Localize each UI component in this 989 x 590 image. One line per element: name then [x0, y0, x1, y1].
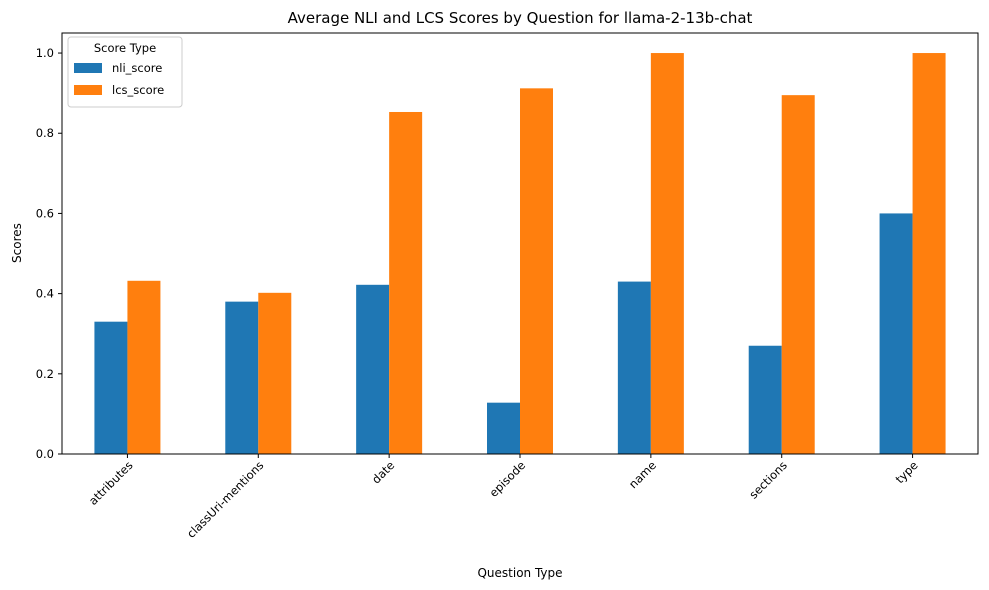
bar-nli_score-type — [879, 213, 913, 454]
y-tick-label: 0.6 — [36, 206, 54, 220]
y-tick-label: 0.2 — [36, 367, 54, 381]
bar-lcs_score-attributes — [127, 280, 161, 454]
legend-swatch-lcs — [74, 85, 102, 95]
legend-label-nli: nli_score — [112, 61, 162, 75]
y-axis: 0.0 0.2 0.4 0.6 0.8 1.0 — [36, 46, 62, 461]
x-tick-label: date — [369, 458, 397, 486]
x-tick-label: classUri-mentions — [184, 458, 266, 540]
x-tick-label: type — [893, 458, 921, 486]
bar-lcs_score-date — [389, 111, 423, 455]
bar-nli_score-sections — [748, 345, 782, 454]
legend-title: Score Type — [94, 41, 156, 55]
y-axis-label: Scores — [10, 223, 24, 263]
x-axis-label: Question Type — [477, 566, 562, 580]
y-tick-label: 0.4 — [36, 287, 54, 301]
bar-nli_score-name — [617, 281, 651, 454]
x-axis: attributes classUri-mentions date episode na… — [86, 454, 921, 541]
bar-lcs_score-episode — [520, 88, 553, 455]
y-tick-label: 0.0 — [36, 447, 54, 461]
x-tick-label: sections — [746, 458, 789, 501]
y-tick-label: 0.8 — [36, 126, 54, 140]
chart-title: Average NLI and LCS Scores by Question f… — [288, 9, 753, 27]
bar-nli_score-episode — [487, 402, 520, 454]
legend: Score Type nli_score lcs_score — [67, 36, 183, 108]
plot-area — [61, 32, 979, 455]
legend-label-lcs: lcs_score — [112, 83, 164, 97]
x-tick-label: episode — [486, 458, 528, 500]
bar-lcs_score-classUri-mentions — [258, 292, 292, 454]
x-tick-label: attributes — [86, 458, 136, 508]
legend-swatch-nli — [74, 63, 102, 73]
x-tick-label: name — [626, 458, 659, 491]
y-tick-label: 1.0 — [36, 46, 54, 60]
bar-lcs_score-name — [650, 53, 684, 455]
bar-nli_score-classUri-mentions — [225, 301, 259, 454]
bar-lcs_score-sections — [781, 95, 815, 455]
bar-nli_score-date — [356, 284, 390, 454]
bar-nli_score-attributes — [94, 321, 128, 454]
bar-lcs_score-type — [912, 53, 946, 455]
